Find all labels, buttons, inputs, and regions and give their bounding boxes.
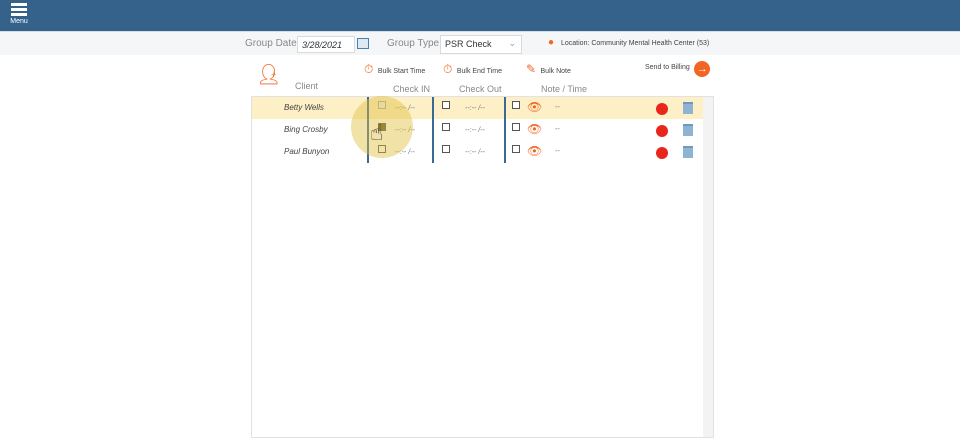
- column-divider: [504, 97, 506, 119]
- column-divider: [504, 119, 506, 141]
- check-in-time: --:-- /--: [395, 149, 415, 156]
- menu-button[interactable]: Menu: [8, 3, 30, 25]
- check-out-checkbox[interactable]: [442, 145, 450, 153]
- hand-cursor-icon: ☝︎: [370, 120, 384, 145]
- check-in-time: --:-- /--: [395, 105, 415, 112]
- group-type-select[interactable]: PSR Check ⌄: [440, 35, 522, 54]
- location-text: Location: Community Mental Health Center…: [561, 40, 710, 47]
- note-checkbox[interactable]: [512, 123, 520, 131]
- column-divider: [432, 97, 434, 119]
- check-out-checkbox[interactable]: [442, 123, 450, 131]
- eye-icon[interactable]: 👁︎: [527, 100, 543, 114]
- check-out-checkbox[interactable]: [442, 101, 450, 109]
- stopwatch-icon: ⏱︎: [443, 62, 453, 76]
- col-note-time: Note / Time: [541, 84, 588, 94]
- location-pin-icon: ●: [548, 37, 555, 48]
- client-name: Paul Bunyon: [284, 147, 330, 156]
- column-divider: [432, 141, 434, 163]
- column-divider: [504, 141, 506, 163]
- stopwatch-icon: ⏱︎: [364, 62, 374, 76]
- calendar-icon[interactable]: [357, 38, 369, 49]
- check-out-time: --:-- /--: [465, 127, 485, 134]
- note-text: --: [555, 126, 560, 133]
- column-divider: [367, 97, 369, 119]
- group-date-input[interactable]: 3/28/2021: [297, 36, 355, 53]
- check-out-time: --:-- /--: [465, 105, 485, 112]
- col-check-in: Check IN: [393, 84, 431, 94]
- note-checkbox[interactable]: [512, 145, 520, 153]
- group-date-label: Group Date:: [245, 38, 300, 49]
- check-out-time: --:-- /--: [465, 149, 485, 156]
- bulk-start-label: Bulk Start Time: [377, 68, 426, 75]
- menu-label: Menu: [10, 18, 28, 25]
- table-row[interactable]: Bing Crosby --:-- /-- --:-- /-- 👁︎ --: [252, 119, 704, 141]
- trash-icon[interactable]: [683, 124, 693, 136]
- bulk-start-button[interactable]: ⏱︎ Bulk Start Time: [364, 60, 425, 78]
- clock-icon[interactable]: [656, 147, 668, 159]
- check-in-checkbox[interactable]: [378, 145, 386, 153]
- clock-icon[interactable]: [656, 125, 668, 137]
- client-name: Betty Wells: [284, 103, 324, 112]
- top-header: Menu: [0, 0, 960, 31]
- eye-icon[interactable]: 👁︎: [527, 144, 543, 158]
- note-checkbox[interactable]: [512, 101, 520, 109]
- eye-icon[interactable]: 👁︎: [527, 122, 543, 136]
- col-check-out: Check Out: [459, 84, 502, 94]
- group-type-label: Group Type:: [387, 38, 442, 49]
- col-client: Client: [295, 81, 319, 91]
- hamburger-icon: [8, 3, 30, 16]
- group-type-value: PSR Check: [445, 39, 492, 49]
- bulk-end-label: Bulk End Time: [456, 68, 502, 75]
- chevron-down-icon: ⌄: [508, 38, 516, 48]
- bulk-note-button[interactable]: ✎ Bulk Note: [526, 60, 571, 78]
- note-text: --: [555, 104, 560, 111]
- bulk-note-label: Bulk Note: [540, 68, 571, 75]
- check-in-checkbox[interactable]: [378, 101, 386, 109]
- add-client-icon[interactable]: 👤︎ +: [256, 64, 282, 86]
- scrollbar[interactable]: [703, 97, 713, 437]
- trash-icon[interactable]: [683, 146, 693, 158]
- column-divider: [432, 119, 434, 141]
- trash-icon[interactable]: [683, 102, 693, 114]
- filter-bar: Group Date: 3/28/2021 Group Type: PSR Ch…: [0, 31, 960, 55]
- bulk-end-button[interactable]: ⏱︎ Bulk End Time: [443, 60, 502, 78]
- click-highlight: [351, 96, 413, 158]
- table-row[interactable]: Betty Wells --:-- /-- --:-- /-- 👁︎ --: [252, 97, 704, 119]
- client-name: Bing Crosby: [284, 125, 328, 134]
- check-in-checkbox[interactable]: [378, 123, 386, 131]
- check-in-time: --:-- /--: [395, 127, 415, 134]
- note-text: --: [555, 148, 560, 155]
- table-row[interactable]: Paul Bunyon --:-- /-- --:-- /-- 👁︎ --: [252, 141, 704, 163]
- arrow-right-icon: →: [694, 61, 711, 77]
- clock-icon[interactable]: [656, 103, 668, 115]
- edit-note-icon: ✎: [526, 62, 537, 76]
- column-divider: [367, 119, 369, 141]
- client-list: Betty Wells --:-- /-- --:-- /-- 👁︎ -- Bi…: [251, 96, 714, 438]
- send-billing-label: Send to Billing: [645, 64, 690, 71]
- send-to-billing-button[interactable]: Send to Billing →: [645, 59, 711, 77]
- column-divider: [367, 141, 369, 163]
